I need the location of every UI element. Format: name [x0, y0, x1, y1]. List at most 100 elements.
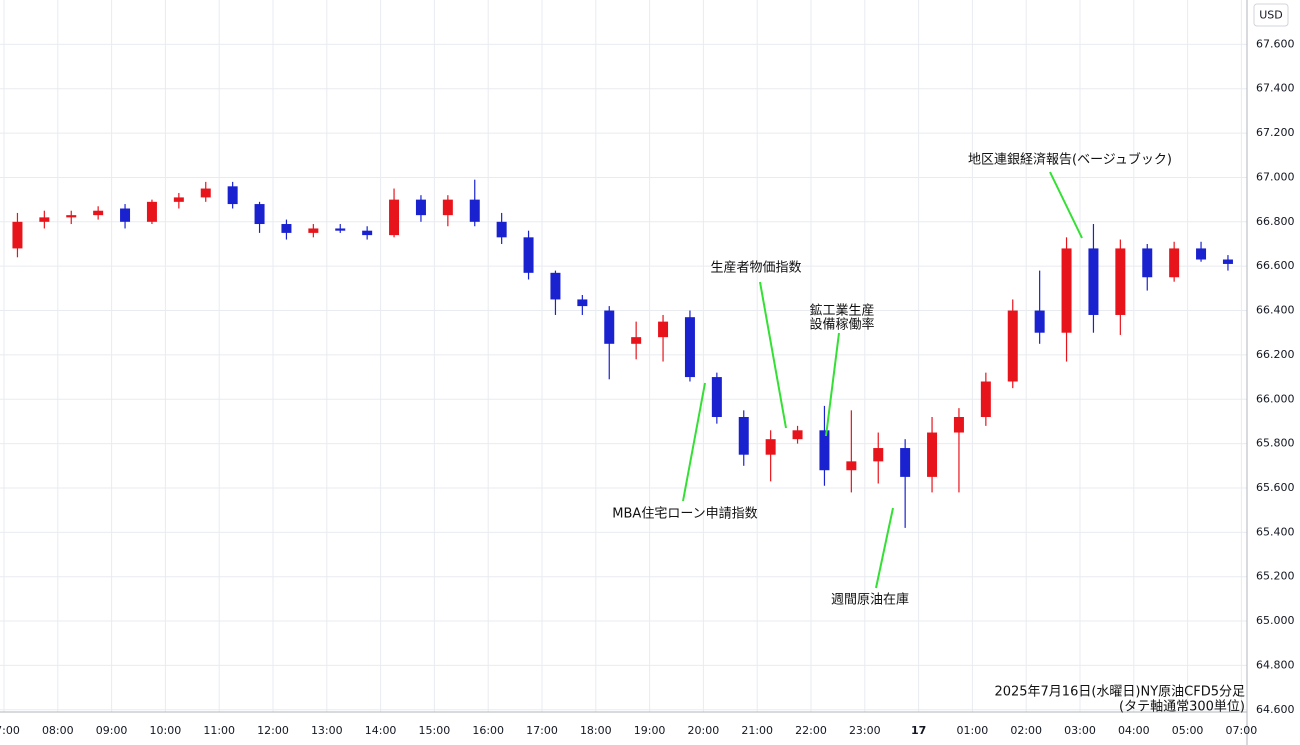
candle-body [1142, 248, 1153, 278]
annotation: 週間原油在庫 [831, 593, 909, 608]
candle-body [66, 215, 77, 218]
x-tick-label: 05:00 [1172, 724, 1204, 737]
x-tick-label: 02:00 [1010, 724, 1042, 737]
x-tick-label: 15:00 [419, 724, 451, 737]
x-tick-label: 07:00 [0, 724, 20, 737]
y-tick-label: 64.800 [1256, 658, 1295, 671]
annotation-line [759, 281, 787, 429]
candle-body [93, 210, 104, 216]
x-tick-label: 01:00 [957, 724, 989, 737]
x-tick-label: 12:00 [257, 724, 289, 737]
candle-body [819, 430, 830, 471]
y-tick-label: 66.600 [1256, 259, 1295, 272]
candle-body [658, 321, 669, 338]
annotation-line [875, 507, 894, 589]
annotation-line [1049, 171, 1083, 239]
x-tick-label: 23:00 [849, 724, 881, 737]
candle-body [604, 310, 615, 344]
candle-body [335, 228, 346, 231]
y-tick-label: 66.800 [1256, 215, 1295, 228]
candle-body [711, 377, 722, 417]
candle-body [927, 432, 938, 477]
candle-body [900, 448, 911, 477]
annotation-line [682, 382, 706, 502]
candle-body [254, 204, 265, 225]
x-tick-label: 10:00 [150, 724, 182, 737]
candle-body [523, 237, 534, 273]
x-tick-label: 18:00 [580, 724, 612, 737]
x-tick-label: 21:00 [741, 724, 773, 737]
candle-body [281, 224, 292, 233]
x-tick-label: 03:00 [1064, 724, 1096, 737]
candle-body [1088, 248, 1099, 315]
candle-body [631, 337, 642, 344]
x-tick-label: 20:00 [688, 724, 720, 737]
candle-body [227, 186, 238, 205]
candle-body [1169, 248, 1180, 278]
x-tick-label: 13:00 [311, 724, 343, 737]
candle-body [1196, 248, 1207, 260]
annotation-line [825, 332, 840, 437]
candle-body [39, 217, 50, 222]
x-tick-label: 07:00 [1226, 724, 1258, 737]
candle-body [1115, 248, 1126, 315]
candle-body [442, 199, 453, 216]
candle-body [146, 201, 157, 222]
y-tick-label: 64.600 [1256, 703, 1295, 716]
x-tick-label: 08:00 [42, 724, 74, 737]
candle-body [765, 439, 776, 455]
candle-body [308, 228, 319, 233]
x-tick-label: 17 [911, 724, 926, 737]
annotation: 生産者物価指数 [710, 260, 801, 276]
candles [12, 179, 1233, 528]
annotation: 地区連銀経済報告(ベージュブック) [968, 152, 1172, 168]
axes: 64.600 64.800 65.000 65.200 65.400 65.600 65.8… [0, 37, 1295, 737]
candle-body [1061, 248, 1072, 333]
x-tick-label: 04:00 [1118, 724, 1150, 737]
currency: USD [1259, 9, 1283, 22]
y-tick-label: 65.800 [1256, 437, 1295, 450]
candle-body [173, 197, 184, 202]
candle-body [873, 448, 884, 462]
candle-body [1222, 259, 1233, 264]
candle-body [415, 199, 426, 216]
candle-body [496, 221, 507, 238]
candle-body [684, 317, 695, 378]
y-tick-label: 65.600 [1256, 481, 1295, 494]
chart-note: (タテ軸通常300単位) [1119, 699, 1245, 715]
y-tick-label: 66.400 [1256, 304, 1295, 317]
y-tick-label: 67.000 [1256, 170, 1295, 183]
currency-box [1253, 3, 1289, 27]
annotation: 設備稼働率 [809, 317, 874, 333]
x-tick-label: 14:00 [365, 724, 397, 737]
x-tick-label: 17:00 [526, 724, 558, 737]
x-tick-label: 11:00 [203, 724, 235, 737]
x-tick-label: 16:00 [472, 724, 504, 737]
y-tick-label: 67.600 [1256, 37, 1295, 50]
candle-body [953, 416, 964, 433]
candle-body [577, 299, 588, 307]
candle-body [846, 461, 857, 471]
y-tick-label: 66.200 [1256, 348, 1295, 361]
candle-body [362, 230, 373, 236]
candle-body [200, 188, 211, 198]
grid [0, 0, 1247, 712]
candle-body [550, 272, 561, 300]
annotation: 鉱工業生産 [809, 303, 874, 319]
x-tick-label: 19:00 [634, 724, 666, 737]
candle-body [469, 199, 480, 222]
x-tick-label: 09:00 [96, 724, 128, 737]
x-tick-label: 22:00 [795, 724, 827, 737]
y-tick-label: 67.400 [1256, 82, 1295, 95]
candle-body [120, 208, 131, 222]
annotation: MBA住宅ローン申請指数 [612, 507, 757, 522]
candle-body [980, 381, 991, 417]
candle-body [792, 430, 803, 440]
y-tick-label: 65.200 [1256, 570, 1295, 583]
candle-body [738, 416, 749, 455]
chart-note: 2025年7月16日(水曜日)NY原油CFD5分足 [994, 685, 1245, 700]
y-tick-label: 65.000 [1256, 614, 1295, 627]
y-tick-label: 66.000 [1256, 392, 1295, 405]
candle-body [389, 199, 400, 236]
